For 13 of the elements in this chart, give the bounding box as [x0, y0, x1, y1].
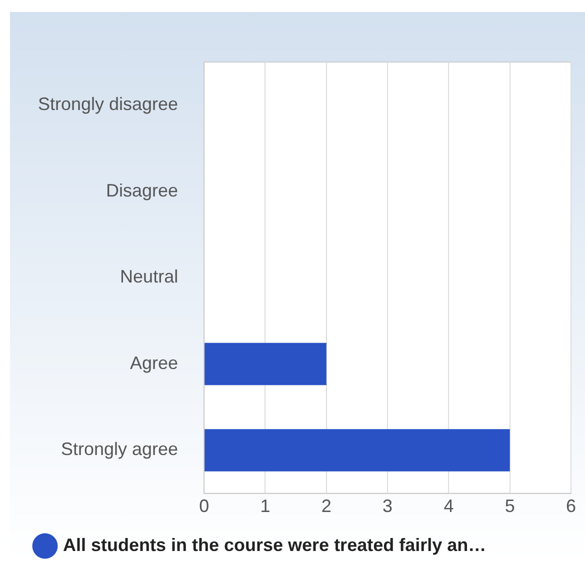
x-tick-label: 5	[504, 496, 515, 516]
x-tick-label: 3	[382, 496, 393, 516]
y-tick-label: Neutral	[120, 266, 178, 287]
y-tick-label: Strongly disagree	[38, 94, 178, 114]
x-tick-label: 4	[444, 496, 454, 516]
x-tick-label: 0	[199, 496, 210, 516]
x-tick-label: 1	[260, 496, 270, 516]
x-tick-label: 6	[566, 496, 576, 516]
legend-label: All students in the course were treated fairly an…	[63, 534, 486, 555]
y-tick-label: Agree	[130, 352, 178, 373]
y-tick-label: Disagree	[106, 180, 178, 200]
y-tick-label: Strongly agree	[61, 439, 178, 460]
x-tick-label: 2	[321, 496, 332, 516]
